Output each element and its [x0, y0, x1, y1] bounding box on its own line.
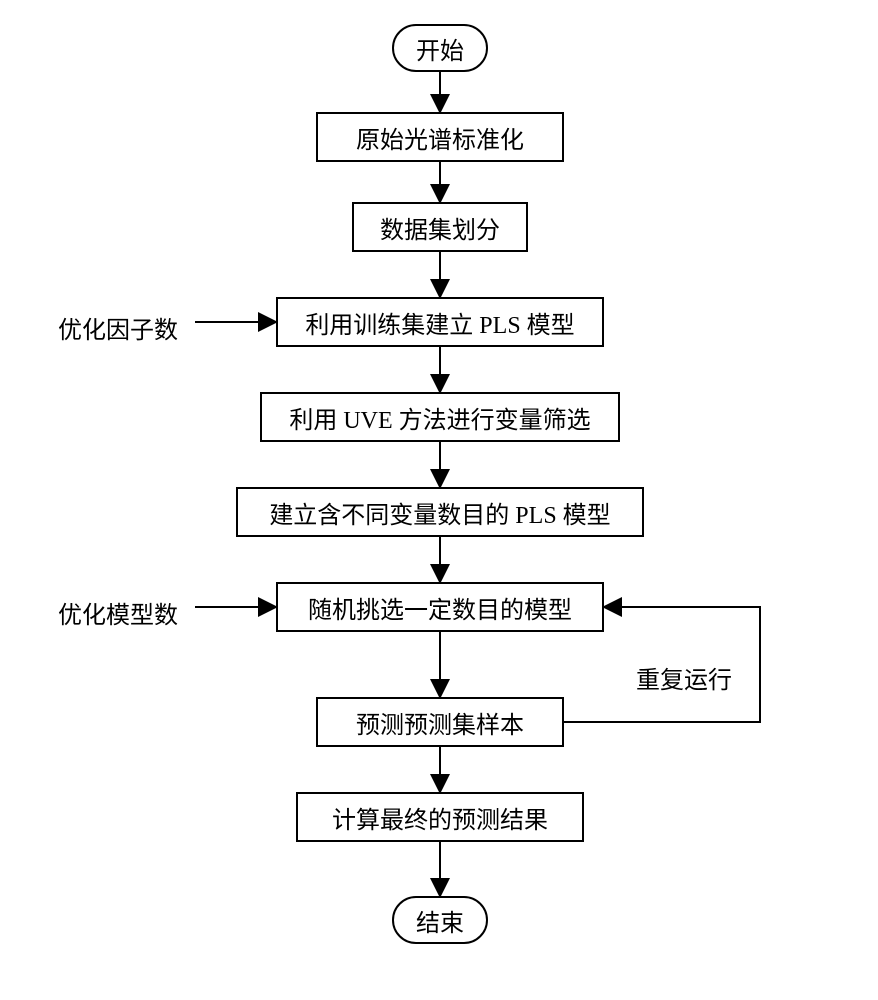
- pls-label: 利用训练集建立 PLS 模型: [305, 305, 574, 340]
- normalize-process: 原始光谱标准化: [316, 112, 564, 162]
- random-select-process: 随机挑选一定数目的模型: [276, 582, 604, 632]
- repeat-label: 重复运行: [636, 660, 732, 695]
- random-select-label: 随机挑选一定数目的模型: [308, 590, 572, 625]
- calc-process: 计算最终的预测结果: [296, 792, 584, 842]
- normalize-label: 原始光谱标准化: [356, 120, 524, 155]
- pls-process: 利用训练集建立 PLS 模型: [276, 297, 604, 347]
- end-terminal: 结束: [392, 896, 488, 944]
- uve-process: 利用 UVE 方法进行变量筛选: [260, 392, 620, 442]
- opt-factors-label: 优化因子数: [58, 310, 178, 345]
- split-process: 数据集划分: [352, 202, 528, 252]
- start-label: 开始: [416, 31, 464, 66]
- start-terminal: 开始: [392, 24, 488, 72]
- uve-label: 利用 UVE 方法进行变量筛选: [289, 400, 590, 435]
- split-label: 数据集划分: [380, 210, 500, 245]
- opt-models-label: 优化模型数: [58, 595, 178, 630]
- variable-pls-process: 建立含不同变量数目的 PLS 模型: [236, 487, 644, 537]
- calc-label: 计算最终的预测结果: [332, 800, 548, 835]
- predict-process: 预测预测集样本: [316, 697, 564, 747]
- end-label: 结束: [416, 903, 464, 938]
- predict-label: 预测预测集样本: [356, 705, 524, 740]
- variable-pls-label: 建立含不同变量数目的 PLS 模型: [269, 495, 610, 530]
